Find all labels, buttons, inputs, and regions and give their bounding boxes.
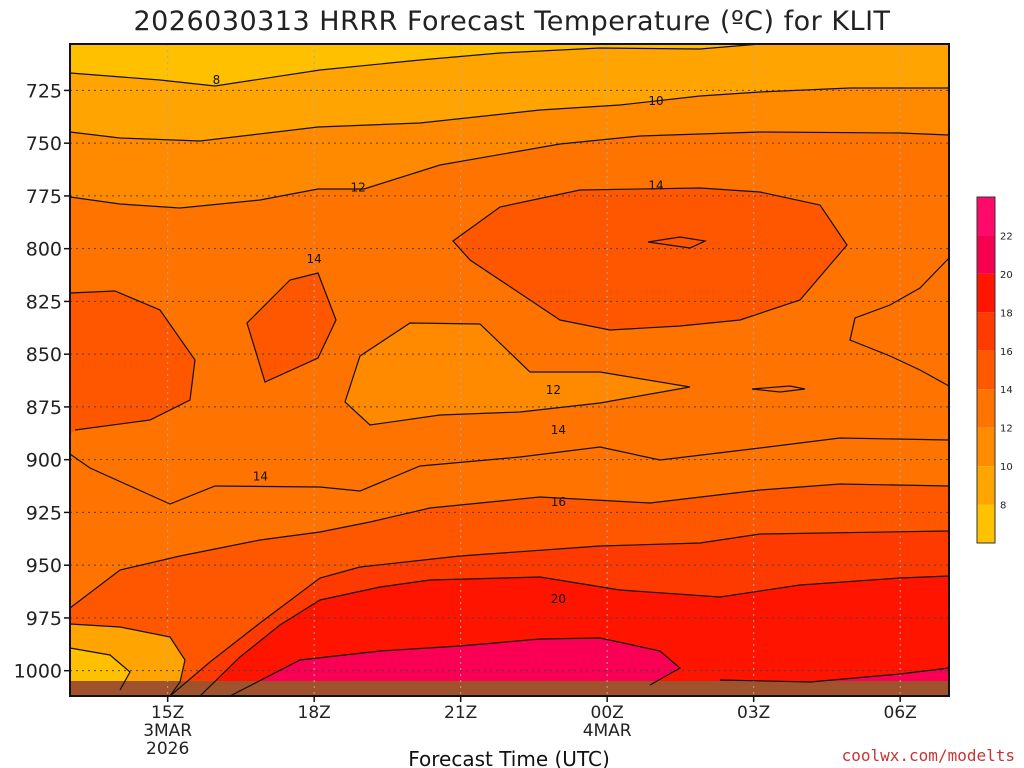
- x-tick-sublabel: 3MAR: [143, 721, 192, 741]
- colorbar-tick-label: 14: [1000, 385, 1013, 396]
- colorbar-tick-label: 22: [1000, 231, 1013, 242]
- x-tick-label: 18Z: [298, 703, 331, 723]
- contour-22: [229, 637, 682, 696]
- contour-label: 14: [253, 470, 268, 484]
- y-tick-label: 850: [26, 344, 62, 366]
- credit-text[interactable]: coolwx.com/modelts: [842, 746, 1015, 765]
- x-tick-label: 15Z: [151, 703, 184, 723]
- fill-pocket-12: [345, 323, 690, 425]
- colorbar-tick-label: 10: [1000, 462, 1013, 473]
- x-tick-sublabel: 2026: [146, 739, 189, 759]
- colorbar-tick-label: 16: [1000, 347, 1013, 358]
- contour-8-low: [70, 647, 131, 691]
- contour-14-upper-right: [849, 257, 949, 387]
- plot-area: 8 10 12 14 14 12 14 14 16 20: [70, 44, 949, 696]
- y-tick-label: 950: [26, 555, 62, 577]
- contour-10-low: [70, 623, 186, 696]
- contour-18: [169, 530, 949, 696]
- y-tick-label: 825: [26, 291, 62, 313]
- contour-label: 12: [350, 180, 365, 194]
- fill-pocket-14-lower-left: [70, 291, 195, 435]
- ground-bar: [70, 681, 949, 696]
- y-tick-label: 750: [26, 133, 62, 155]
- colorbar: 8 10 12 14 16 18 20 22: [976, 196, 1013, 544]
- x-tick-label: 21Z: [444, 703, 477, 723]
- colorbar-tick-label: 18: [1000, 308, 1013, 319]
- colorbar-swatch: [977, 312, 995, 351]
- contour-12-upper: [70, 131, 949, 209]
- y-tick-label: 1000: [14, 661, 62, 683]
- contour-14-core: [452, 187, 848, 331]
- contour-16: [70, 483, 949, 609]
- contour-label: 16: [551, 495, 566, 509]
- contour-lines: [70, 44, 949, 696]
- contour-label: 8: [213, 73, 221, 87]
- contour-16-tiny: [647, 236, 708, 249]
- contour-12-pocket: [344, 322, 691, 426]
- colorbar-swatch: [977, 197, 995, 236]
- colorbar-swatch: [977, 427, 995, 467]
- contour-label: 12: [546, 383, 561, 397]
- colorbar-tick-label: 12: [1000, 424, 1013, 435]
- y-tick-label: 875: [26, 397, 62, 419]
- y-tick-label: 975: [26, 608, 62, 630]
- colorbar-tick-label: 8: [1000, 501, 1006, 512]
- y-tick-label: 800: [26, 239, 62, 261]
- contour-label: 14: [648, 178, 663, 192]
- colorbar-swatch: [977, 466, 995, 505]
- fill-core-16: [453, 188, 847, 330]
- colorbar-swatch: [977, 350, 995, 390]
- y-tick-label: 925: [26, 502, 62, 524]
- x-tick-label: 06Z: [884, 703, 917, 723]
- colorbar-swatch: [977, 235, 995, 274]
- plot-frame: [69, 43, 950, 697]
- fill-pocket-14-left: [247, 273, 336, 382]
- contour-14-left-pocket: [246, 272, 337, 383]
- contour-22-right: [719, 667, 949, 683]
- contour-14-mid: [70, 437, 949, 505]
- colorbar-swatch: [977, 504, 995, 543]
- contour-20: [199, 575, 949, 696]
- contour-10: [70, 87, 949, 142]
- contour-label: 14: [551, 423, 566, 437]
- x-tick-sublabel: 4MAR: [583, 721, 632, 741]
- x-tick-label: 03Z: [737, 703, 770, 723]
- fill-band-8-10: [70, 44, 760, 86]
- contour-label: 20: [551, 592, 566, 606]
- colorbar-frame: [976, 196, 996, 544]
- y-tick-label: 725: [26, 80, 62, 102]
- chart-title: 2026030313 HRRR Forecast Temperature (ºC…: [133, 6, 890, 37]
- contour-8: [70, 44, 761, 87]
- contour-label: 14: [307, 252, 322, 266]
- contour-14-lower-left: [70, 290, 196, 431]
- x-tick-label: 00Z: [591, 703, 624, 723]
- contour-labels: 8 10 12 14 14 12 14 14 16 20: [213, 73, 664, 606]
- contour-label: 10: [648, 94, 663, 108]
- colorbar-swatch: [977, 273, 995, 313]
- contour-12-small: [751, 385, 806, 393]
- y-axis: 725 750 775 800 825 850 875 900 925 950 975 1000: [14, 80, 70, 683]
- x-axis-label: Forecast Time (UTC): [408, 747, 610, 768]
- colorbar-tick-label: 20: [1000, 270, 1013, 281]
- colorbar-swatch: [977, 389, 995, 428]
- y-tick-label: 775: [26, 186, 62, 208]
- y-tick-label: 900: [26, 450, 62, 472]
